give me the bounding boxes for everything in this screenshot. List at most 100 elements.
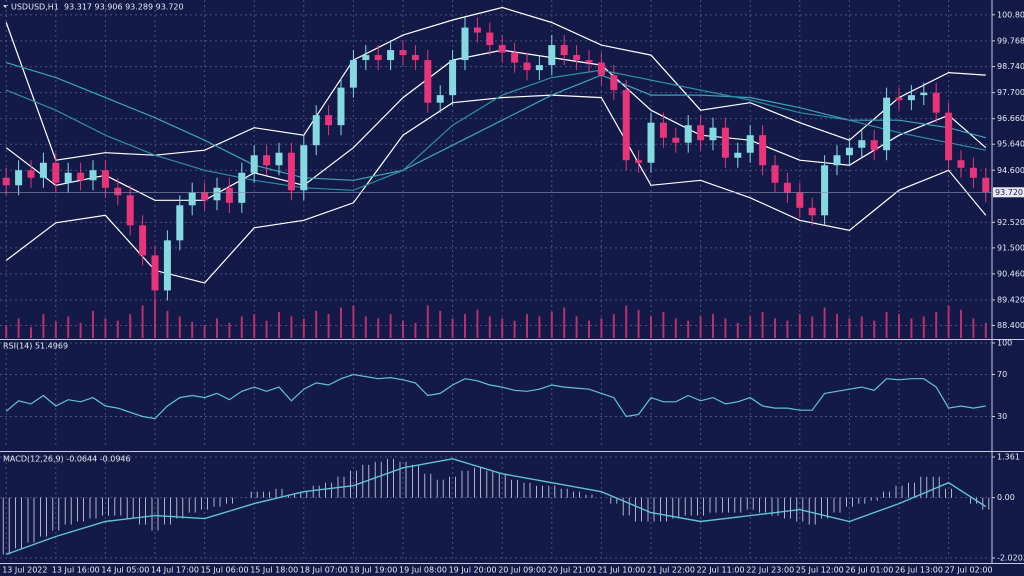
candle-body: [858, 140, 866, 148]
volume-bar: [116, 320, 119, 338]
volume-bar: [947, 305, 950, 338]
candle-body: [907, 95, 915, 101]
volume-bar: [724, 318, 727, 338]
y-tick-label: 30: [997, 412, 1007, 421]
candle-body: [411, 55, 419, 61]
candle-body: [932, 92, 940, 113]
candle-body: [808, 207, 816, 216]
x-tick-label: 14 Jul 05:00: [101, 566, 149, 575]
candle-body: [89, 170, 97, 181]
candle-body: [461, 27, 469, 61]
volume-bar: [662, 311, 665, 338]
x-tick-label: 26 Jul 01:00: [845, 566, 893, 575]
candle-body: [101, 170, 109, 188]
volume-bar: [253, 314, 256, 338]
volume-bar: [129, 314, 132, 338]
overlay-line: [5, 94, 987, 284]
volume-bar: [203, 324, 206, 338]
y-tick-label: 1.361: [997, 453, 1020, 462]
volume-bar: [699, 316, 702, 338]
y-tick-label: 70: [997, 370, 1007, 379]
candle-body: [597, 62, 605, 76]
candle-body: [535, 65, 543, 71]
volume-bar: [736, 322, 739, 338]
y-tick-label: 97.700: [997, 88, 1024, 97]
volume-bar: [327, 314, 330, 338]
y-tick-label: 0.00: [997, 493, 1015, 502]
volume-bar: [92, 310, 94, 338]
volume-bar: [625, 305, 628, 338]
volume-bar: [885, 311, 888, 338]
rsi-line: [5, 373, 986, 420]
candle-body: [635, 160, 643, 163]
candle-body: [151, 255, 159, 291]
candle-body: [176, 205, 184, 241]
candle-body: [573, 55, 581, 61]
candle-body: [659, 122, 667, 138]
x-tick-label: 20 Jul 21:00: [548, 566, 596, 575]
candle-body: [895, 97, 903, 101]
candle-body: [27, 170, 35, 178]
candle-body: [498, 45, 506, 53]
overlay-line: [5, 6, 986, 161]
candle-body: [833, 155, 841, 166]
y-tick-label: -2.0203: [997, 554, 1024, 563]
volume-bar: [637, 309, 640, 338]
candle-body: [920, 92, 928, 96]
overlay-line: [5, 69, 986, 191]
candle-body: [486, 32, 494, 46]
candle-body: [783, 182, 791, 193]
volume-bar: [42, 314, 45, 338]
candle-body: [548, 45, 556, 66]
chart-title: USDUSD,H1: [11, 3, 59, 12]
volume-bar: [228, 322, 231, 338]
candle-body: [883, 97, 891, 151]
candle-body: [585, 60, 593, 63]
candle-body: [64, 172, 72, 183]
volume-bar: [823, 307, 826, 338]
volume-bar: [873, 320, 876, 338]
volume-bar: [513, 320, 516, 338]
y-tick-label: 100: [997, 339, 1012, 348]
candle-body: [77, 172, 85, 181]
candle-body: [15, 170, 23, 186]
candle-body: [622, 90, 630, 161]
volume-bar: [687, 320, 690, 338]
volume-bar: [563, 307, 566, 338]
candle-body: [163, 240, 171, 291]
x-tick-label: 13 Jul 2022: [2, 566, 47, 575]
candle-body: [870, 140, 878, 151]
candle-body: [287, 152, 295, 191]
candle-body: [399, 50, 407, 56]
x-tick-label: 22 Jul 11:00: [697, 566, 745, 575]
candle-body: [387, 50, 395, 61]
candle-body: [424, 60, 432, 103]
volume-bar: [836, 314, 838, 338]
candle-body: [796, 192, 804, 208]
candle-body: [312, 115, 320, 146]
candle-body: [610, 75, 618, 91]
volume-bar: [290, 316, 293, 338]
volume-bar: [265, 320, 268, 338]
candle-body: [349, 60, 357, 88]
volume-bar: [79, 322, 82, 338]
volume-bar: [910, 318, 913, 338]
candle-body: [672, 137, 680, 143]
x-tick-label: 15 Jul 06:00: [201, 566, 249, 575]
candle-body: [821, 165, 829, 216]
candle-body: [325, 115, 333, 126]
dropdown-icon[interactable]: [3, 5, 8, 8]
volume-bar: [786, 320, 789, 338]
candle-body: [114, 187, 122, 196]
candle-body: [126, 195, 134, 226]
volume-bar: [166, 310, 169, 338]
volume-bar: [141, 305, 144, 338]
candle-body: [238, 172, 246, 203]
volume-bar: [526, 314, 528, 338]
volume-bar: [476, 309, 479, 338]
candle-body: [449, 60, 457, 96]
volume-bar: [191, 321, 194, 338]
volume-bar: [501, 318, 504, 338]
candle-body: [523, 62, 531, 71]
